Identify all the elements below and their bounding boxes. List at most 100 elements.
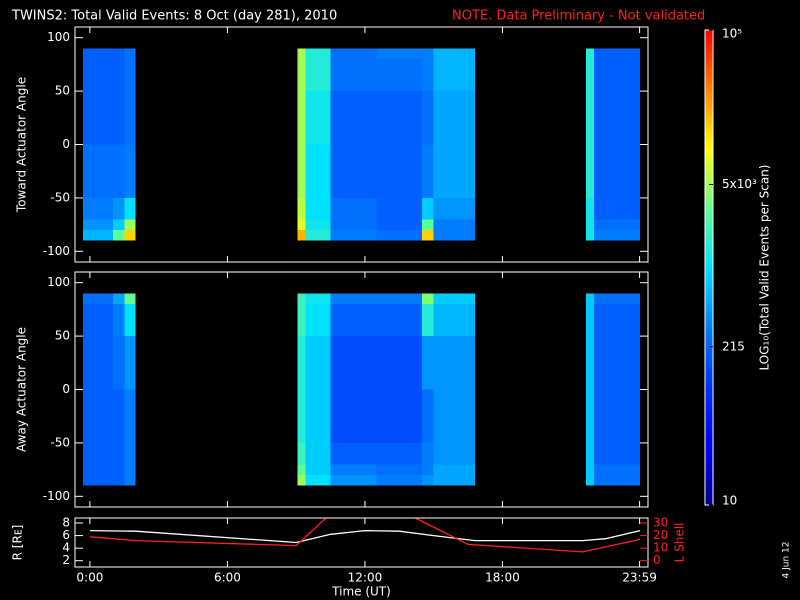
heatmap-cell (376, 48, 423, 60)
heatmap-cell (422, 464, 434, 475)
heatmap-cell (330, 91, 377, 145)
heatmap-cell (297, 219, 306, 230)
heatmap-cell (83, 219, 113, 230)
heatmap-cell (586, 219, 595, 230)
heatmap-cell (586, 304, 595, 337)
heatmap-cell (83, 293, 113, 305)
heatmap-cell (376, 442, 423, 465)
heatmap-cell (330, 219, 377, 230)
heatmap-cell (83, 59, 113, 92)
heatmap-cell (376, 304, 423, 337)
heatmap-cell (376, 219, 423, 230)
heatmap-cell (305, 464, 331, 475)
heatmap-cell (297, 91, 306, 145)
heatmap-cell (433, 144, 475, 198)
heatmap-cell (305, 304, 331, 337)
heatmap-cell (297, 442, 306, 465)
heatmap-cell (594, 91, 640, 145)
heatmap-cell (112, 219, 125, 230)
y-tick-label: -100 (43, 489, 70, 503)
y-axis-label: Toward Actuator Angle (15, 77, 29, 213)
heatmap-cell (586, 197, 595, 220)
heatmap-cell (422, 293, 434, 305)
heatmap-cell (330, 464, 377, 475)
heatmap-cell (83, 229, 113, 241)
heatmap-cell (330, 336, 377, 390)
heatmap-cell (422, 474, 434, 486)
colorbar-tick-label: 10 (722, 494, 737, 508)
heatmap-cell (330, 389, 377, 443)
heatmap-cell (305, 197, 331, 220)
heatmap-cell (433, 293, 475, 305)
colorbar-tick-label: 215 (722, 339, 745, 353)
heatmap-cell (124, 389, 136, 443)
y-tick-label: 100 (47, 275, 70, 289)
y-tick-label: 50 (55, 84, 70, 98)
heatmap-cell (594, 464, 640, 475)
heatmap-cell (376, 293, 423, 305)
heatmap-cell (594, 474, 640, 486)
heatmap-cell (112, 144, 125, 198)
y-tick-label: 8 (62, 516, 70, 530)
data-line (89, 529, 641, 544)
heatmap-cell (297, 474, 306, 486)
heatmap-cell (376, 197, 423, 220)
heatmap-cell (297, 197, 306, 220)
heatmap-cell (305, 474, 331, 486)
heatmap-cell (297, 293, 306, 305)
heatmap-cell (305, 293, 331, 305)
heatmap-cell (124, 336, 136, 390)
heatmap-cell (124, 442, 136, 465)
heatmap-cell (83, 474, 113, 486)
heatmap-cell (433, 336, 475, 390)
y-tick-label: 20 (653, 528, 668, 542)
heatmap-cell (433, 464, 475, 475)
heatmap-cell (422, 336, 434, 390)
y-axis-label: Away Actuator Angle (15, 327, 29, 452)
colorbar-tick-label: 10⁵ (722, 27, 742, 41)
heatmap-cell (330, 229, 377, 241)
heatmap-cell (305, 144, 331, 198)
x-tick-label: 23:59 (622, 571, 657, 585)
heatmap-cell (422, 91, 434, 145)
heatmap-cell (297, 229, 306, 241)
heatmap-cell (422, 229, 434, 241)
heatmap-cell (124, 219, 136, 230)
heatmap-cell (112, 197, 125, 220)
heatmap-cell (112, 229, 125, 241)
heatmap-cell (83, 464, 113, 475)
heatmap-cell (586, 389, 595, 443)
colorbar (704, 29, 714, 506)
heatmap-cell (112, 293, 125, 305)
y-axis-label: R [Rᴇ] (11, 525, 25, 561)
heatmap-cell (422, 219, 434, 230)
heatmap-cell (112, 442, 125, 465)
heatmap-cell (422, 144, 434, 198)
heatmap-cell (433, 389, 475, 443)
heatmap-cell (433, 229, 475, 241)
heatmap-cell (297, 304, 306, 337)
y-tick-label: 0 (62, 137, 70, 151)
heatmap-cell (83, 389, 113, 443)
heatmap-cell (83, 91, 113, 145)
heatmap-cell (594, 304, 640, 337)
heatmap-cell (594, 219, 640, 230)
note: NOTE. Data Preliminary - Not validated (452, 9, 705, 24)
heatmap-cell (124, 197, 136, 220)
heatmap-cell (376, 91, 423, 145)
heatmap-cell (376, 229, 423, 241)
heatmap-cell (433, 59, 475, 92)
heatmap-cell (112, 464, 125, 475)
heatmap-cell (594, 48, 640, 60)
heatmap-cell (594, 442, 640, 465)
heatmap-cell (124, 48, 136, 60)
heatmap-cell (330, 59, 377, 92)
heatmap-cell (422, 59, 434, 92)
y-tick-label: 30 (653, 516, 668, 530)
heatmap-cell (594, 229, 640, 241)
heatmap-cell (433, 48, 475, 60)
data-line (89, 518, 641, 553)
y-tick-label: 0 (62, 382, 70, 396)
footer-date: 4 Jun 12 (782, 542, 792, 579)
